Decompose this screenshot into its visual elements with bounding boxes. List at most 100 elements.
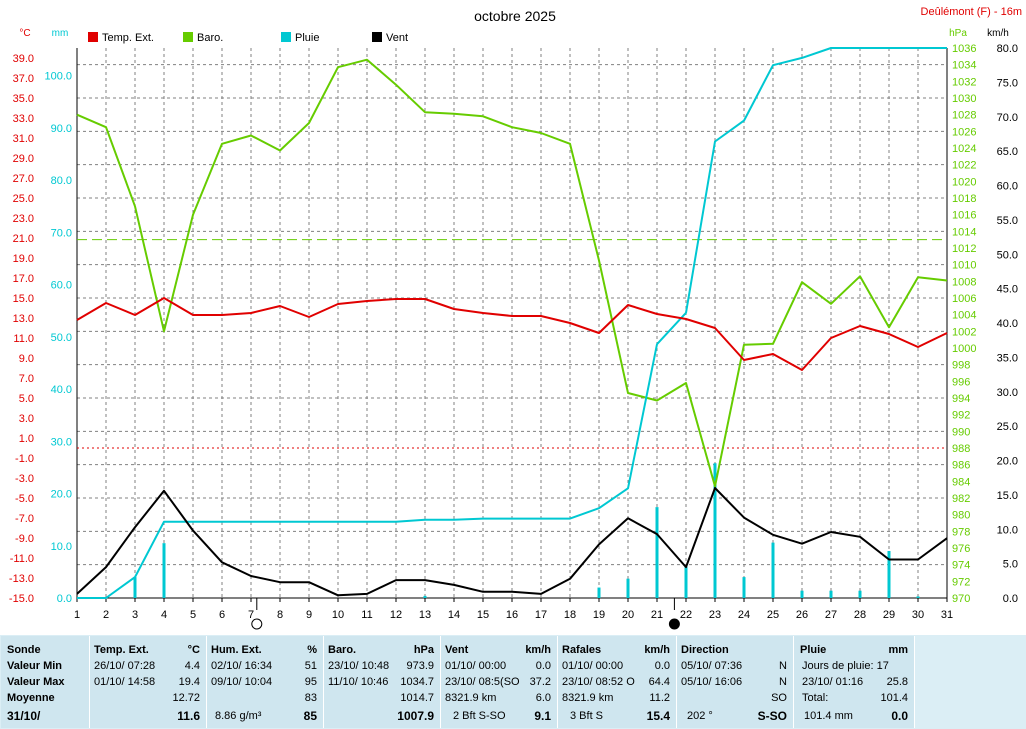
baro-tick-label: 976 bbox=[952, 543, 970, 555]
legend-swatch bbox=[372, 32, 382, 42]
station-label: Deûlémont (F) - 16m bbox=[921, 6, 1022, 18]
rain-bar bbox=[423, 595, 427, 598]
current-extra: 2 Bft S-SO bbox=[453, 710, 506, 722]
baro-tick-label: 982 bbox=[952, 493, 970, 505]
moon-markers bbox=[251, 598, 680, 630]
legend-swatch bbox=[88, 32, 98, 42]
x-tick-label: 20 bbox=[622, 609, 634, 621]
temp-tick-label: 9.0 bbox=[19, 353, 34, 365]
temp-tick-label: 25.0 bbox=[13, 193, 34, 205]
x-tick-label: 13 bbox=[419, 609, 431, 621]
avg-value: 83 bbox=[304, 692, 317, 704]
baro-tick-label: 974 bbox=[952, 560, 970, 572]
max-date: 05/10/ 16:06 bbox=[681, 676, 743, 688]
wind-tick-label: 50.0 bbox=[997, 249, 1018, 261]
rain-bar bbox=[829, 590, 833, 598]
stats-col-temp: Temp. Ext. °C 26/10/ 07:28 4.4 01/10/ 14… bbox=[90, 636, 207, 728]
x-tick-label: 11 bbox=[361, 609, 372, 621]
temp-tick-label: 23.0 bbox=[13, 213, 34, 225]
avg-value: 12.72 bbox=[172, 692, 200, 704]
series-line-baro bbox=[76, 58, 948, 488]
col-title: Direction bbox=[681, 644, 729, 656]
x-tick-label: 14 bbox=[448, 609, 460, 621]
min-date: 05/10/ 07:36 bbox=[681, 660, 743, 672]
baro-tick-label: 984 bbox=[952, 476, 970, 488]
col-title: Temp. Ext. bbox=[94, 644, 149, 656]
baro-tick-label: 990 bbox=[952, 426, 970, 438]
label-avg: Moyenne bbox=[7, 692, 55, 704]
x-tick-label: 24 bbox=[738, 609, 750, 621]
col-title: Baro. bbox=[328, 644, 357, 656]
temp-tick-label: -3.0 bbox=[15, 473, 34, 485]
wind-tick-label: 70.0 bbox=[997, 112, 1018, 124]
x-tick-label: 31 bbox=[941, 609, 953, 621]
x-tick-label: 9 bbox=[306, 609, 312, 621]
min-value: 0.0 bbox=[535, 660, 551, 672]
weather-chart: octobre 2025 Deûlémont (F) - 16m °C mm h… bbox=[9, 6, 1022, 630]
max-value: N bbox=[779, 676, 787, 688]
rain-tick-label: 30.0 bbox=[51, 436, 72, 448]
col-title: Rafales bbox=[562, 644, 602, 656]
x-tick-label: 25 bbox=[767, 609, 779, 621]
min-value: 51 bbox=[304, 660, 317, 672]
baro-tick-label: 1014 bbox=[952, 226, 976, 238]
x-tick-label: 10 bbox=[332, 609, 344, 621]
axis-ticks: 1 2 3 4 5 6 7 8 9 10 11 12 13 14 15 16 17 18 19 20 21 22 23 24 2… bbox=[9, 43, 1018, 621]
rain-bar bbox=[655, 507, 659, 598]
unit-wind: km/h bbox=[987, 28, 1009, 39]
max-date: 23/10/ 08:5(SO bbox=[445, 676, 520, 688]
current-value: S-SO bbox=[757, 709, 787, 723]
rain-days: Jours de pluie: 17 bbox=[802, 660, 889, 672]
temp-tick-label: 33.0 bbox=[13, 113, 34, 125]
temp-tick-label: 37.0 bbox=[13, 73, 34, 85]
chart-title: octobre 2025 bbox=[474, 8, 556, 24]
max-date: 11/10/ 10:46 bbox=[328, 676, 389, 688]
wind-tick-label: 20.0 bbox=[997, 456, 1018, 468]
wind-tick-label: 65.0 bbox=[997, 146, 1018, 158]
baro-tick-label: 1012 bbox=[952, 243, 976, 255]
temp-tick-label: 15.0 bbox=[13, 293, 34, 305]
rain-bar bbox=[713, 463, 717, 598]
baro-tick-label: 970 bbox=[952, 593, 970, 605]
stats-col-wind: Vent km/h 01/10/ 00:00 0.0 23/10/ 08:5(S… bbox=[441, 636, 558, 728]
legend-label: Temp. Ext. bbox=[102, 32, 154, 44]
chart-legend: Temp. Ext. Baro. Pluie Vent bbox=[88, 32, 408, 44]
stats-col-baro: Baro. hPa 23/10/ 10:48 973.9 11/10/ 10:4… bbox=[324, 636, 441, 728]
avg-value: 1014.7 bbox=[400, 692, 434, 704]
temp-tick-label: -7.0 bbox=[15, 513, 34, 525]
temp-tick-label: 31.0 bbox=[13, 133, 34, 145]
min-date: 02/10/ 16:34 bbox=[211, 660, 273, 672]
legend-label: Baro. bbox=[197, 32, 223, 44]
x-tick-label: 23 bbox=[709, 609, 721, 621]
wind-tick-label: 40.0 bbox=[997, 318, 1018, 330]
baro-tick-label: 988 bbox=[952, 443, 970, 455]
temp-tick-label: -9.0 bbox=[15, 533, 34, 545]
rain-tick-label: 80.0 bbox=[51, 175, 72, 187]
baro-tick-label: 1026 bbox=[952, 126, 976, 138]
temp-tick-label: -11.0 bbox=[10, 553, 34, 565]
temp-tick-label: -15.0 bbox=[9, 593, 34, 605]
x-tick-label: 1 bbox=[74, 609, 80, 621]
stats-col-humidity: Hum. Ext. % 02/10/ 16:34 51 09/10/ 10:04… bbox=[207, 636, 324, 728]
current-value: 11.6 bbox=[177, 709, 200, 723]
wind-tick-label: 75.0 bbox=[997, 77, 1018, 89]
x-tick-label: 12 bbox=[390, 609, 402, 621]
wind-tick-label: 25.0 bbox=[997, 421, 1018, 433]
rain-tick-label: 10.0 bbox=[51, 541, 72, 553]
temp-tick-label: 5.0 bbox=[19, 393, 34, 405]
stats-col-gusts: Rafales km/h 01/10/ 00:00 0.0 23/10/ 08:… bbox=[558, 636, 677, 728]
temp-tick-label: 13.0 bbox=[13, 313, 34, 325]
rain-tick-label: 100.0 bbox=[44, 71, 72, 83]
col-unit: km/h bbox=[525, 644, 551, 656]
current-value: 0.0 bbox=[891, 709, 908, 723]
baro-tick-label: 1032 bbox=[952, 76, 976, 88]
min-value: 973.9 bbox=[406, 660, 434, 672]
wind-tick-label: 45.0 bbox=[997, 284, 1018, 296]
baro-tick-label: 1022 bbox=[952, 160, 976, 172]
wind-tick-label: 15.0 bbox=[997, 490, 1018, 502]
rain-bar bbox=[597, 587, 601, 598]
unit-baro: hPa bbox=[949, 28, 967, 39]
current-value: 85 bbox=[303, 709, 317, 723]
rain-bar bbox=[684, 566, 688, 598]
wind-tick-label: 0.0 bbox=[1003, 593, 1018, 605]
